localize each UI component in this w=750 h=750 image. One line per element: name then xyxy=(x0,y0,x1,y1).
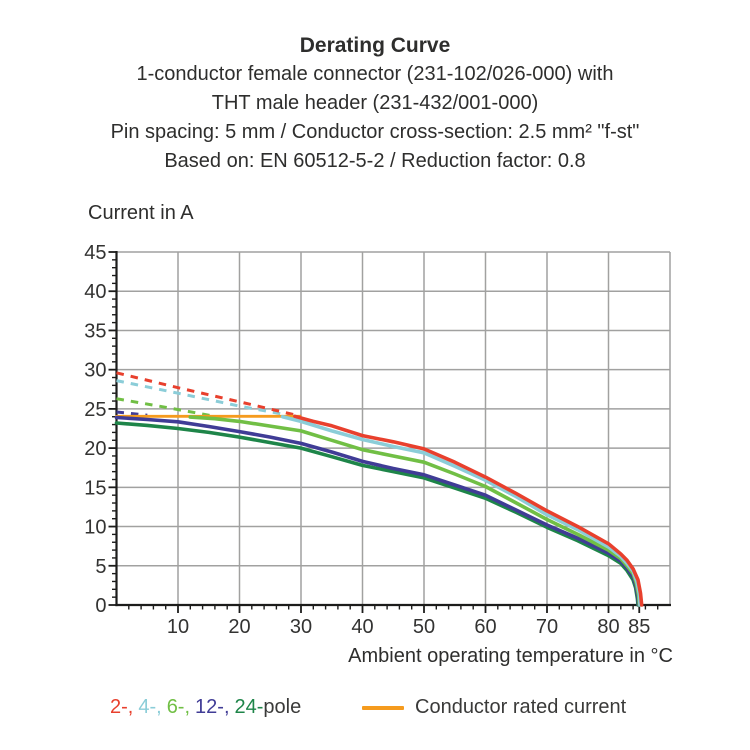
curve-4-pole-dashed xyxy=(116,379,296,418)
subtitle-line-3: Pin spacing: 5 mm / Conductor cross-sect… xyxy=(110,121,640,143)
rated-current-label: Conductor rated current xyxy=(415,696,627,718)
y-tick-label: 15 xyxy=(84,477,106,499)
x-axis-title: Ambient operating temperature in °C xyxy=(348,645,673,667)
legend-pole-item-6: 6-, xyxy=(166,696,191,718)
legend-pole-item-12: 12-, xyxy=(195,696,230,718)
x-tick-label: 40 xyxy=(351,616,373,638)
y-tick-label: 25 xyxy=(84,399,106,421)
x-tick-label: 80 xyxy=(597,616,619,638)
legend-pole-counts: 2-, 4-, 6-, 12-, 24-pole xyxy=(110,696,301,719)
curve-6-pole-dashed xyxy=(116,397,216,418)
y-tick-label: 10 xyxy=(84,517,106,539)
y-tick-label: 30 xyxy=(84,360,106,382)
y-tick-label: 0 xyxy=(95,595,106,617)
y-axis-title: Current in A xyxy=(88,202,194,224)
subtitle-line-2: THT male header (231-432/001-000) xyxy=(211,92,539,114)
curve-12-pole-dashed xyxy=(116,410,148,417)
legend-rated-current: Conductor rated current xyxy=(362,696,626,719)
curve-24-pole xyxy=(114,421,640,607)
legend-pole-suffix: pole xyxy=(263,696,302,718)
legend: 2-, 4-, 6-, 12-, 24-pole Conductor rated cur… xyxy=(0,696,750,726)
y-tick-label: 5 xyxy=(95,556,106,578)
y-tick-label: 45 xyxy=(84,242,106,264)
legend-pole-item-24: 24- xyxy=(234,696,264,718)
legend-pole-item-4: 4-, xyxy=(138,696,162,718)
curve-4-pole xyxy=(280,414,642,607)
x-tick-label: 60 xyxy=(474,616,496,638)
y-tick-label: 35 xyxy=(84,320,106,342)
x-tick-label: 70 xyxy=(536,616,558,638)
curve-2-pole-dashed xyxy=(116,371,302,418)
x-tick-label: 10 xyxy=(167,616,189,638)
rated-current-line-swatch xyxy=(362,705,404,710)
x-tick-label: 30 xyxy=(290,616,312,638)
subtitle-line-1: 1-conductor female connector (231-102/02… xyxy=(136,63,614,85)
curve-2-pole xyxy=(293,414,644,607)
derating-chart: 10 20 30 40 50 60 70 80 85 0 5 10 15 20 25 30 35 40 45 xyxy=(84,242,671,638)
legend-pole-item-2: 2-, xyxy=(110,696,134,718)
title-block: Derating Curve 1-conductor female connec… xyxy=(0,31,750,176)
y-tick-label: 40 xyxy=(84,281,106,303)
y-tick-label: 20 xyxy=(84,438,106,460)
x-tick-label: 85 xyxy=(628,616,650,638)
x-tick-label: 50 xyxy=(413,616,435,638)
subtitle-line-4: Based on: EN 60512-5-2 / Reduction facto… xyxy=(164,150,586,172)
curve-12-pole xyxy=(114,415,641,607)
x-tick-label: 20 xyxy=(228,616,250,638)
page-title: Derating Curve xyxy=(299,34,451,57)
